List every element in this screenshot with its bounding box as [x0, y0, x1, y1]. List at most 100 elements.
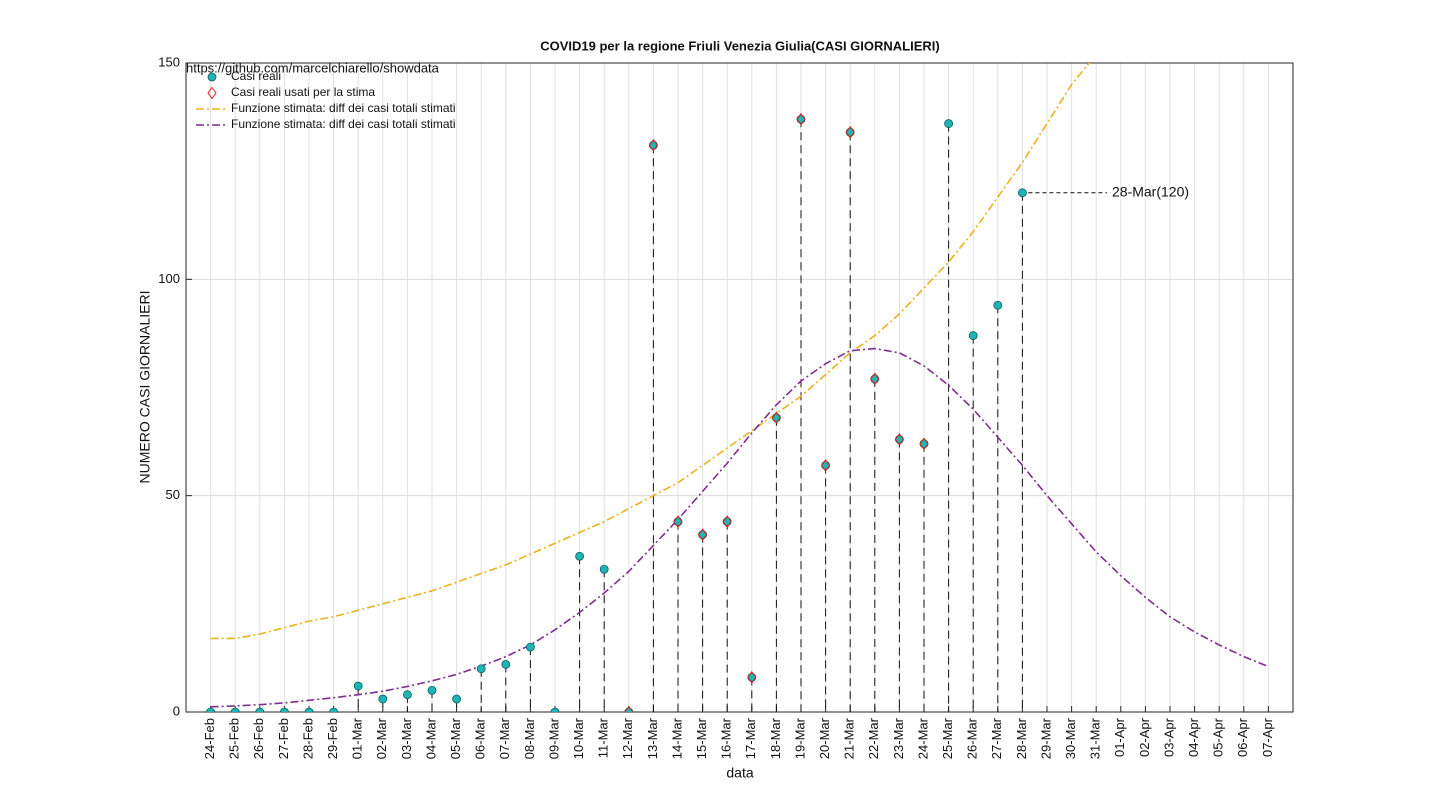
- point: [747, 671, 757, 684]
- x-tick-label: 17-Mar: [743, 717, 758, 759]
- x-tick-label: 07-Apr: [1260, 717, 1275, 757]
- legend-marker: [207, 86, 217, 100]
- point: [476, 664, 486, 674]
- point: [845, 125, 855, 139]
- x-tick-label: 11-Mar: [596, 717, 611, 758]
- point: [820, 459, 831, 472]
- y-tick-label: 150: [158, 54, 180, 69]
- point: [673, 515, 683, 528]
- point: [845, 127, 855, 137]
- point: [378, 694, 388, 704]
- legend-label: Funzione stimata: diff dei casi totali s…: [231, 117, 456, 131]
- x-tick-label: 06-Mar: [473, 717, 488, 759]
- point: [944, 119, 953, 128]
- point: [722, 517, 732, 527]
- x-tick-label: 28-Feb: [300, 718, 315, 759]
- point: [304, 707, 314, 712]
- legend-label: Funzione stimata: diff dei casi totali s…: [231, 101, 456, 115]
- watermark: https://github.com/marcelchiarello/showd…: [186, 60, 440, 75]
- x-tick-label: 20-Mar: [817, 717, 832, 759]
- plot-layer: [206, 63, 1269, 712]
- point: [648, 138, 659, 152]
- point: [452, 694, 462, 704]
- x-tick-label: 13-Mar: [645, 717, 660, 759]
- point: [255, 707, 265, 712]
- legend-label: Casi reali: [231, 69, 281, 83]
- y-axis-label: NUMERO CASI GIORNALIERI: [137, 291, 153, 484]
- annotation: 28-Mar(120): [1112, 184, 1189, 200]
- x-tick-label: 31-Mar: [1088, 717, 1103, 759]
- x-tick-label: 24-Mar: [915, 717, 930, 759]
- point: [1018, 188, 1027, 198]
- point: [501, 660, 511, 669]
- x-tick-label: 04-Apr: [1186, 717, 1201, 757]
- x-tick-label: 10-Mar: [571, 717, 586, 759]
- x-tick-label: 16-Mar: [719, 717, 734, 759]
- x-tick-label: 27-Feb: [276, 718, 291, 759]
- x-tick-label: 01-Mar: [350, 717, 365, 759]
- point: [698, 530, 707, 540]
- point: [230, 707, 240, 712]
- x-tick-label: 28-Mar: [1014, 717, 1029, 759]
- x-tick-label: 07-Mar: [497, 717, 512, 759]
- x-tick-label: 21-Mar: [842, 717, 857, 759]
- x-tick-label: 03-Mar: [399, 717, 414, 759]
- series-line: [210, 347, 1269, 708]
- point: [771, 411, 782, 425]
- x-tick-label: 25-Feb: [227, 718, 242, 759]
- point: [280, 707, 289, 712]
- x-tick-label: 03-Apr: [1161, 717, 1176, 757]
- x-tick-label: 29-Mar: [1038, 717, 1053, 759]
- x-tick-label: 14-Mar: [669, 717, 684, 759]
- legend-marker: [207, 72, 217, 82]
- point: [599, 564, 609, 574]
- point: [402, 690, 412, 700]
- x-tick-label: 05-Mar: [448, 717, 463, 759]
- point: [329, 707, 338, 712]
- point: [747, 672, 757, 682]
- x-tick-label: 23-Mar: [891, 717, 906, 759]
- x-tick-label: 27-Mar: [989, 717, 1004, 759]
- point: [870, 372, 880, 386]
- x-tick-label: 04-Mar: [423, 717, 438, 759]
- point: [968, 331, 978, 340]
- point: [526, 642, 535, 652]
- y-tick-label: 50: [166, 487, 180, 502]
- x-tick-label: 02-Apr: [1137, 717, 1152, 757]
- point: [722, 515, 732, 528]
- x-tick-label: 02-Mar: [374, 717, 389, 759]
- point: [673, 517, 683, 527]
- point: [870, 374, 880, 384]
- point: [894, 433, 905, 446]
- x-tick-label: 08-Mar: [522, 717, 537, 759]
- x-axis-label: data: [726, 765, 753, 781]
- point: [206, 707, 215, 712]
- point: [697, 528, 708, 541]
- x-tick-label: 30-Mar: [1063, 717, 1078, 759]
- x-tick-label: 18-Mar: [768, 717, 783, 759]
- y-tick-label: 100: [158, 271, 180, 286]
- x-tick-label: 01-Apr: [1112, 717, 1127, 757]
- x-tick-label: 22-Mar: [866, 717, 881, 759]
- x-tick-label: 06-Apr: [1235, 717, 1250, 757]
- x-tick-label: 25-Mar: [940, 717, 955, 759]
- plot-area: [186, 63, 1293, 712]
- x-tick-label: 26-Feb: [251, 718, 266, 759]
- point: [353, 681, 363, 691]
- point: [772, 413, 781, 423]
- x-tick-label: 15-Mar: [694, 717, 709, 759]
- point: [624, 705, 634, 712]
- point: [993, 300, 1003, 310]
- x-tick-label: 12-Mar: [620, 717, 635, 759]
- legend-label: Casi reali usati per la stima: [231, 85, 375, 99]
- point: [796, 112, 806, 126]
- point: [649, 140, 658, 150]
- x-tick-label: 29-Feb: [325, 718, 340, 759]
- point: [575, 551, 584, 561]
- point: [550, 707, 560, 712]
- point: [919, 439, 929, 449]
- chart-title: COVID19 per la regione Friuli Venezia Gi…: [540, 38, 939, 53]
- point: [427, 685, 437, 695]
- y-tick-label: 0: [173, 703, 180, 718]
- point: [919, 437, 929, 451]
